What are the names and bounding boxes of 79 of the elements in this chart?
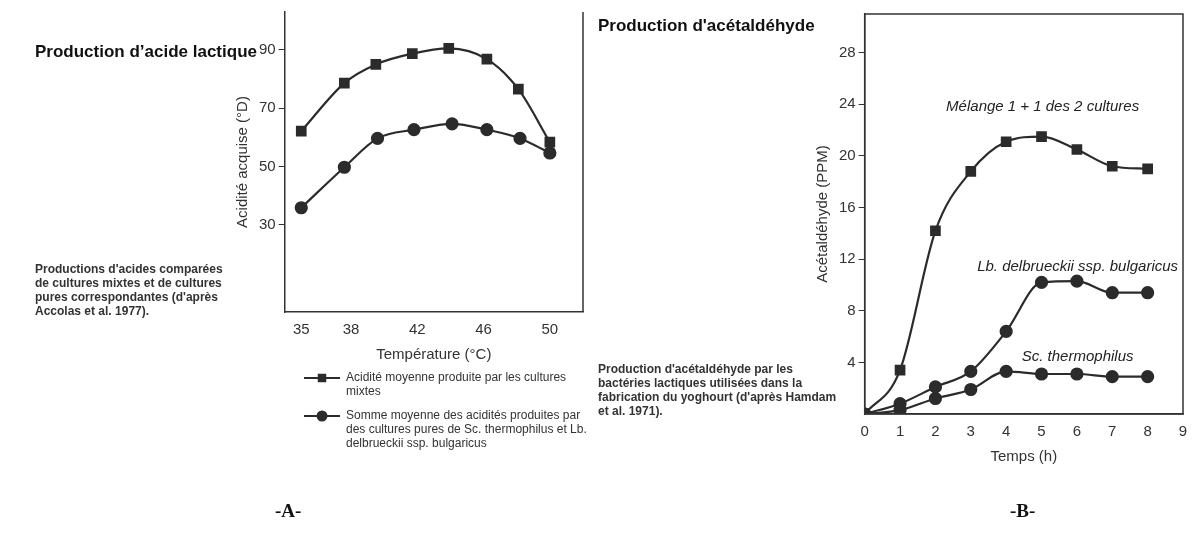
point xyxy=(1071,144,1083,155)
point xyxy=(1070,367,1084,381)
point xyxy=(480,123,494,137)
x-tick-label: 38 xyxy=(342,320,360,338)
y-tick-label: 50 xyxy=(259,156,276,174)
x-tick-label: 4 xyxy=(1001,422,1011,440)
series-label: Mélange 1 + 1 des 2 cultures xyxy=(946,97,1140,115)
point xyxy=(339,77,350,89)
x-tick-label: 8 xyxy=(1143,422,1152,440)
point xyxy=(543,146,557,160)
point xyxy=(928,391,943,406)
point xyxy=(406,48,418,59)
x-tick-label: 1 xyxy=(895,422,905,440)
point xyxy=(445,117,459,131)
point xyxy=(443,43,455,54)
point xyxy=(999,324,1013,339)
point xyxy=(1141,286,1155,300)
point xyxy=(294,201,308,215)
series-label: Lb. delbrueckii ssp. bulgaricus xyxy=(977,256,1179,274)
y-tick-label: 16 xyxy=(839,197,856,215)
point xyxy=(928,380,943,394)
point xyxy=(1106,160,1118,172)
x-tick-label: 35 xyxy=(292,320,310,338)
y-tick-label: 70 xyxy=(259,98,276,116)
point xyxy=(1034,367,1049,381)
y-tick-label: 4 xyxy=(847,352,856,370)
point xyxy=(481,53,493,65)
point xyxy=(337,160,351,174)
y-tick-label: 90 xyxy=(259,40,276,57)
x-tick-label: 3 xyxy=(966,422,975,440)
y-tick-label: 24 xyxy=(839,94,856,112)
point xyxy=(964,382,978,397)
y-tick-label: 8 xyxy=(847,300,856,318)
x-tick-label: 5 xyxy=(1037,422,1046,440)
x-axis-title: Température (°C) xyxy=(376,345,492,363)
point xyxy=(1105,286,1119,300)
text: -B- xyxy=(1010,500,1036,522)
point xyxy=(295,125,307,137)
y-tick-label: 30 xyxy=(259,214,276,232)
point xyxy=(1141,369,1155,384)
text: -A- xyxy=(275,500,302,522)
point xyxy=(407,123,421,137)
x-tick-label: 2 xyxy=(931,422,940,440)
point xyxy=(965,166,977,177)
point xyxy=(930,225,941,237)
y-axis-title: Acidité acquise (°D) xyxy=(233,96,251,228)
y-tick-label: 20 xyxy=(839,146,856,164)
x-tick-label: 0 xyxy=(860,422,869,440)
point xyxy=(1070,274,1084,288)
point xyxy=(1105,369,1119,384)
series-label: Sc. thermophilus xyxy=(1021,347,1134,365)
x-tick-label: 42 xyxy=(408,320,426,338)
y-tick-label: 12 xyxy=(839,249,856,267)
text: Production d’acide lactique xyxy=(35,42,257,62)
point xyxy=(370,59,382,70)
x-tick-label: 46 xyxy=(475,320,492,338)
x-tick-label: 7 xyxy=(1108,422,1117,440)
x-tick-label: 50 xyxy=(541,320,559,338)
x-tick-label: 6 xyxy=(1072,422,1082,440)
text: Production d'acétaldéhyde xyxy=(598,16,815,36)
point xyxy=(513,83,524,95)
point xyxy=(964,364,978,379)
point xyxy=(513,131,527,146)
point xyxy=(1142,163,1153,175)
point xyxy=(999,364,1013,379)
legend-label: Acidité moyenne produite par les cultures mixtes xyxy=(346,370,567,399)
point xyxy=(1000,136,1012,148)
y-axis-title: Acétaldéhyde (PPM) xyxy=(813,145,831,283)
point xyxy=(1034,275,1049,289)
point xyxy=(1036,131,1047,142)
text: Productions d'acides comparées de cultures mixtes et de cultures pures correspondantes (d'après Accolas et al. 1977). xyxy=(35,262,224,318)
point xyxy=(544,136,556,148)
y-tick-label: 28 xyxy=(839,42,856,60)
text: Production d'acétaldéhyde par les bactéries lactiques utilisées dans la fabrication du yoghourt (d'après Hamdam et al. 1971). xyxy=(598,362,838,418)
point xyxy=(894,364,906,376)
x-tick-label: 9 xyxy=(1178,422,1188,440)
x-axis-title: Temps (h) xyxy=(990,447,1058,465)
point xyxy=(370,131,385,146)
legend-label: Somme moyenne des acidités produites par des cultures pures de Sc. thermophilus et Lb. delbrueckii ssp. bulgaricus xyxy=(346,408,587,451)
